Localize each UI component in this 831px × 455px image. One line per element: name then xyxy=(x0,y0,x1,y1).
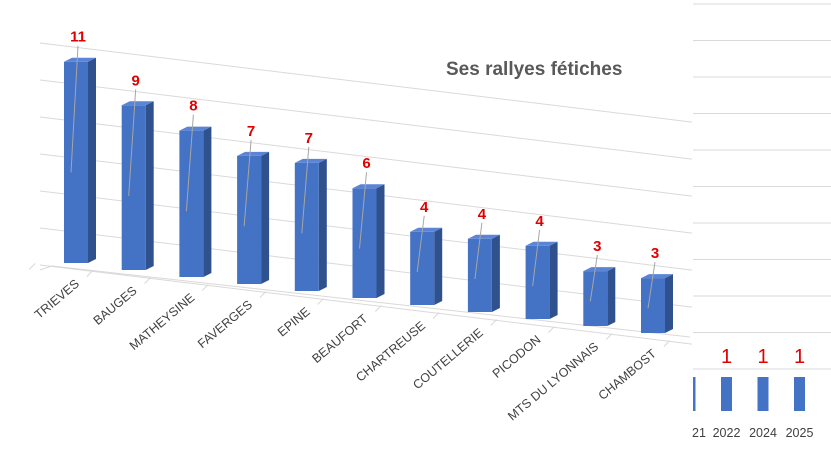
bar xyxy=(794,377,805,411)
bar xyxy=(352,184,385,298)
data-label: 4 xyxy=(535,213,544,230)
category-tick xyxy=(86,270,94,277)
category-label: 2024 xyxy=(749,426,777,440)
bar xyxy=(410,227,443,305)
category-label: 21 xyxy=(692,426,706,440)
data-label: 7 xyxy=(247,123,255,140)
category-label: BEAUFORT xyxy=(309,311,370,366)
category-tick xyxy=(663,340,671,347)
data-labels: 11 9 8 7 7 6 4 4 4 3 3 xyxy=(70,29,659,262)
leader-line xyxy=(647,262,656,309)
leader-line xyxy=(70,45,79,173)
category-tick xyxy=(259,291,267,298)
category-label: BAUGES xyxy=(91,284,140,328)
bar xyxy=(64,57,96,264)
data-label: 4 xyxy=(420,199,429,216)
data-label: 7 xyxy=(305,130,313,147)
secondary-category-labels: 21 2022 2024 2025 xyxy=(692,426,813,440)
chart-title: Ses rallyes fétiches xyxy=(446,59,622,80)
category-label: MATHEYSINE xyxy=(127,291,198,353)
category-tick xyxy=(605,333,613,340)
data-label: 3 xyxy=(651,245,659,262)
category-tick xyxy=(432,312,440,319)
bar xyxy=(467,234,500,312)
bar xyxy=(525,241,558,319)
category-tick xyxy=(548,326,555,333)
category-tick xyxy=(374,305,382,312)
bar xyxy=(721,377,732,411)
category-label: CHAMBOST xyxy=(596,346,660,402)
category-tick xyxy=(201,284,209,291)
bar xyxy=(641,274,673,333)
bar xyxy=(583,267,616,326)
category-tick xyxy=(144,277,151,284)
bar-series xyxy=(64,57,673,333)
gridline xyxy=(39,79,693,160)
data-label: 1 xyxy=(757,346,768,368)
bar xyxy=(237,151,270,284)
category-label: COUTELLERIE xyxy=(410,326,486,393)
category-label: FAVERGES xyxy=(195,298,255,351)
data-label: 3 xyxy=(593,238,601,255)
leader-line xyxy=(474,222,483,280)
category-label: PICODON xyxy=(490,333,544,381)
secondary-bar-series xyxy=(693,377,805,411)
data-label: 11 xyxy=(70,29,86,46)
leader-lines xyxy=(70,45,656,309)
category-tick xyxy=(490,319,498,326)
data-label: 4 xyxy=(478,206,487,223)
leader-line xyxy=(359,172,367,249)
floor-edge xyxy=(39,265,53,271)
data-label: 9 xyxy=(132,72,140,89)
category-label: 2022 xyxy=(713,426,741,440)
secondary-gridlines xyxy=(693,3,831,370)
data-label: 8 xyxy=(189,98,197,115)
bar xyxy=(693,377,696,411)
leader-line xyxy=(301,146,310,234)
bar xyxy=(294,158,327,291)
category-tick xyxy=(317,298,325,305)
secondary-data-labels: 1 1 1 xyxy=(721,346,805,368)
category-label: TRIEVES xyxy=(32,277,82,322)
bar xyxy=(121,101,154,270)
data-label: 6 xyxy=(362,155,370,172)
leader-line xyxy=(243,139,252,227)
leader-line xyxy=(128,89,137,196)
bar xyxy=(757,377,769,411)
category-label: EPINE xyxy=(275,305,313,340)
data-label: 1 xyxy=(794,346,805,368)
leader-line xyxy=(589,255,598,302)
category-tick xyxy=(28,263,36,270)
leader-line xyxy=(416,215,425,273)
gridline xyxy=(39,42,693,123)
category-label: 2025 xyxy=(786,426,814,440)
gridline xyxy=(39,264,693,345)
leader-line xyxy=(532,229,541,287)
leader-line xyxy=(185,114,194,212)
data-label: 1 xyxy=(721,346,732,368)
bar xyxy=(179,126,212,277)
